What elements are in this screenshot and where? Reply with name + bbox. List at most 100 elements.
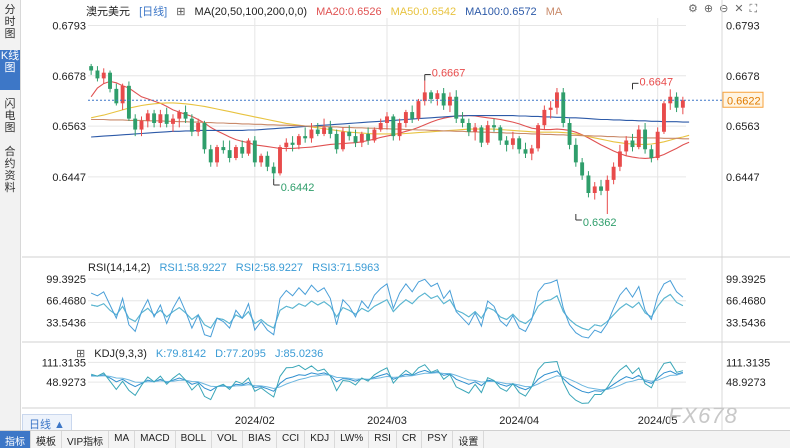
kdj-y-tick: 111.3135 xyxy=(42,357,86,369)
candle-body xyxy=(529,148,534,154)
candle-body xyxy=(435,93,440,99)
instrument-name: 澳元美元 xyxy=(86,6,130,18)
candle-body xyxy=(227,150,232,158)
period-tag[interactable]: [日线] xyxy=(139,6,168,18)
candle-body xyxy=(466,123,471,132)
indicator-tab[interactable]: VOL xyxy=(212,431,244,448)
x-tick-label: 2024/05 xyxy=(638,415,678,427)
candle-body xyxy=(504,140,509,145)
candle-body xyxy=(492,125,496,128)
candle-body xyxy=(322,127,327,134)
candle-body xyxy=(290,142,295,145)
indicator-tab[interactable]: BOLL xyxy=(176,431,213,448)
rsi-y-tick: 33.5436 xyxy=(46,317,86,329)
candle-body xyxy=(278,147,282,174)
kdj-line-k xyxy=(91,369,684,394)
ma50-value: MA50:0.6542 xyxy=(390,6,457,18)
candle-body xyxy=(510,138,515,145)
zoom-in-icon[interactable]: ⊕ xyxy=(703,3,720,15)
candle-body xyxy=(126,85,131,119)
candle-body xyxy=(353,136,358,143)
zoom-out-icon[interactable]: ⊖ xyxy=(719,3,735,15)
rsi-y-tick: 99.3925 xyxy=(46,274,86,286)
chart-header: 澳元美元 [日线] ⊞ MA(20,50,100,200,0,0) MA20:0… xyxy=(86,3,568,19)
kdj-header: ⊞ KDJ(9,3,3) K:79.8142 D:77.2095 J:85.02… xyxy=(76,347,329,360)
candle-body xyxy=(655,131,660,158)
candle-body xyxy=(624,140,629,152)
rsi3-value: RSI3:71.5963 xyxy=(312,262,380,274)
current-price-label: 0.6622 xyxy=(727,95,761,107)
candle-body xyxy=(473,127,478,132)
candle-body xyxy=(164,114,169,124)
candle-body xyxy=(378,123,383,130)
candle-body xyxy=(284,142,289,148)
candle-body xyxy=(120,85,125,104)
candle-body xyxy=(303,136,308,139)
candle-body xyxy=(133,118,138,130)
rsi-y-tick: 66.4680 xyxy=(46,296,86,308)
candle-body xyxy=(592,186,597,193)
candle-body xyxy=(567,123,572,145)
sidebar-tab-lightning[interactable]: 闪电图 xyxy=(4,98,16,134)
candle-body xyxy=(561,92,566,123)
current-price-tag xyxy=(722,91,764,108)
indicator-tab[interactable]: MA xyxy=(109,431,136,448)
candle-body xyxy=(296,136,301,145)
candle-body xyxy=(630,140,635,148)
candle-body xyxy=(139,120,144,130)
indicator-tab[interactable]: 设置 xyxy=(453,431,485,448)
candle-body xyxy=(403,112,408,123)
x-tick-label: 2024/02 xyxy=(235,415,275,427)
indicator-tab[interactable]: RSI xyxy=(369,431,397,448)
sidebar-tab-timeshare[interactable]: 分时图 xyxy=(4,4,16,40)
candle-body xyxy=(485,125,490,143)
candle-body xyxy=(95,70,100,79)
ma-settings-icon[interactable]: ⊞ xyxy=(176,6,186,18)
candle-body xyxy=(416,101,421,119)
indicator-tab[interactable]: VIP指标 xyxy=(62,431,110,448)
close-icon[interactable]: ✕ xyxy=(734,3,750,15)
kdj-settings-icon[interactable]: ⊞ xyxy=(76,348,86,360)
x-tick-label: 2024/04 xyxy=(499,415,539,427)
candle-body xyxy=(580,162,585,176)
candle-body xyxy=(523,149,528,154)
candle-body xyxy=(246,140,251,154)
ma20-value: MA20:0.6526 xyxy=(316,6,382,18)
candle-body xyxy=(536,125,541,149)
indicator-tab[interactable]: PSY xyxy=(422,431,454,448)
indicator-tab[interactable]: CR xyxy=(397,431,423,448)
candle-body xyxy=(460,118,465,123)
candle-body xyxy=(259,155,264,163)
settings-icon[interactable]: ⚙ xyxy=(688,3,704,15)
indicator-tab[interactable]: CCI xyxy=(277,431,306,448)
candle-body xyxy=(265,155,270,167)
indicator-tab[interactable]: MACD xyxy=(135,431,176,448)
candle-body xyxy=(385,116,389,123)
candle-body xyxy=(145,113,150,121)
indicator-tab[interactable]: BIAS xyxy=(243,431,277,448)
candle-body xyxy=(605,179,610,191)
chart-canvas[interactable]: 0.6793 0.6793 0.6678 0.6678 0.6563 0.6563 0.64… xyxy=(0,0,790,430)
indicator-tab[interactable]: KDJ xyxy=(305,431,336,448)
fullscreen-icon[interactable]: ⛶ xyxy=(749,3,764,15)
candle-body xyxy=(233,147,238,158)
candle-body xyxy=(89,66,94,71)
candle-body xyxy=(662,103,666,132)
rsi-setting: RSI(14,14,2) xyxy=(88,262,151,274)
candle-body xyxy=(152,113,157,123)
indicator-tab[interactable]: 指标 xyxy=(0,431,31,448)
ma-more: MA xyxy=(545,6,563,18)
y-tick-label: 0.6678 xyxy=(52,71,86,83)
candle-body xyxy=(158,114,163,123)
sidebar-tab-kline[interactable]: K线图 xyxy=(0,50,20,90)
candle-body xyxy=(636,129,641,148)
indicator-tab[interactable]: 模板 xyxy=(31,431,62,448)
sidebar-tab-contract[interactable]: 合约资料 xyxy=(4,146,16,194)
ma-line-ma50 xyxy=(90,102,690,145)
rsi2-value: RSI2:58.9227 xyxy=(235,262,304,274)
high-annotation: 0.6667 xyxy=(432,68,466,80)
indicator-tab[interactable]: LW% xyxy=(335,431,370,448)
kdj-y-tick-right: 111.3135 xyxy=(726,357,770,369)
rsi-line-rsi3 xyxy=(90,278,684,339)
y-tick-label: 0.6447 xyxy=(52,172,86,184)
